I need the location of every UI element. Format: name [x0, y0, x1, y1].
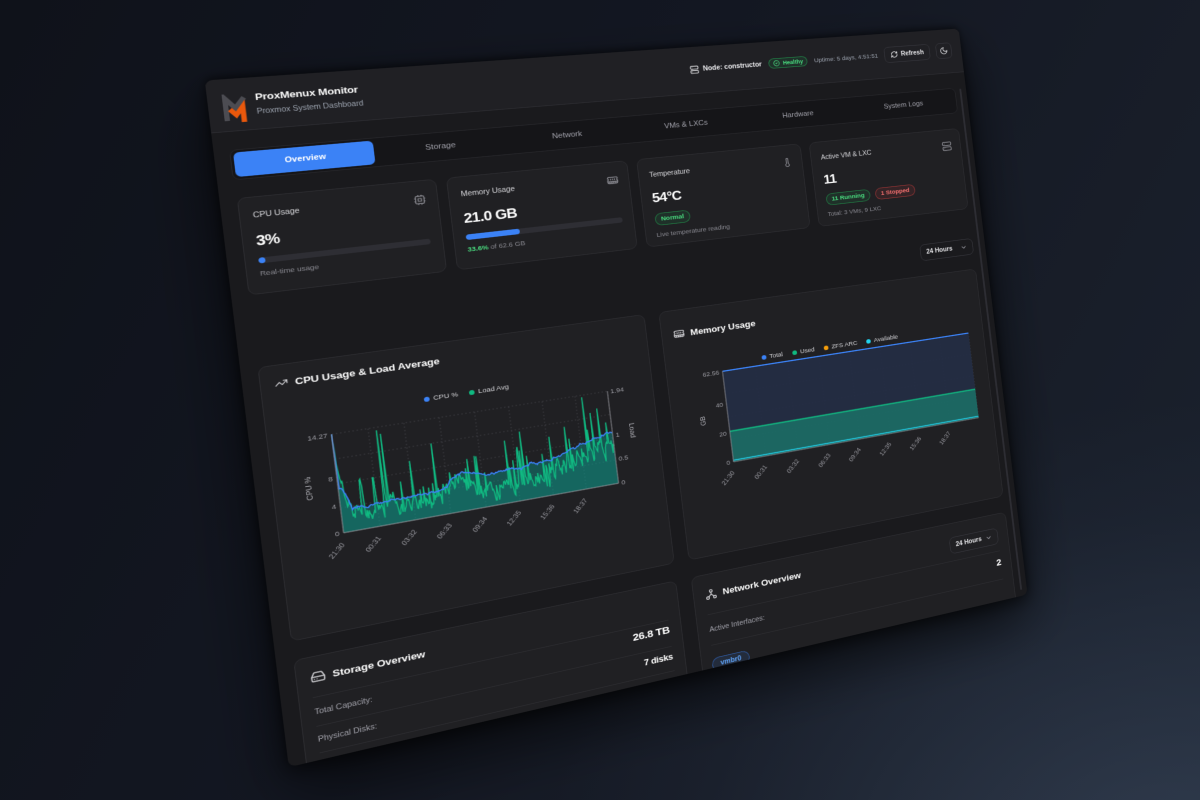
svg-text:03:32: 03:32 [785, 458, 801, 475]
svg-text:15:36: 15:36 [908, 435, 923, 451]
svg-text:12:35: 12:35 [878, 441, 893, 457]
svg-text:21:30: 21:30 [327, 541, 347, 560]
svg-text:GB: GB [698, 415, 708, 426]
svg-text:18:37: 18:37 [572, 497, 589, 515]
svg-text:CPU %: CPU % [302, 476, 315, 502]
svg-text:09:34: 09:34 [471, 515, 490, 533]
svg-text:03:32: 03:32 [400, 528, 419, 546]
svg-text:18:37: 18:37 [938, 430, 952, 446]
svg-text:0: 0 [621, 478, 626, 486]
svg-text:4: 4 [331, 503, 337, 512]
svg-text:15:36: 15:36 [539, 503, 557, 521]
svg-text:21:30: 21:30 [720, 469, 736, 486]
svg-text:06:33: 06:33 [817, 452, 833, 469]
svg-text:0.5: 0.5 [618, 454, 629, 463]
svg-text:Load: Load [627, 422, 637, 438]
svg-text:0: 0 [335, 530, 341, 539]
svg-text:06:33: 06:33 [435, 522, 454, 541]
svg-text:62.56: 62.56 [702, 369, 720, 379]
svg-text:12:35: 12:35 [505, 509, 523, 527]
svg-text:09:34: 09:34 [847, 446, 862, 463]
svg-text:00:31: 00:31 [364, 535, 383, 554]
svg-text:40: 40 [715, 401, 724, 409]
svg-text:20: 20 [719, 430, 728, 438]
svg-text:14.27: 14.27 [307, 432, 328, 443]
svg-text:1.94: 1.94 [610, 386, 625, 395]
svg-text:1: 1 [615, 431, 620, 439]
svg-text:8: 8 [328, 475, 334, 484]
svg-text:00:31: 00:31 [753, 464, 769, 481]
svg-text:0: 0 [726, 459, 731, 467]
